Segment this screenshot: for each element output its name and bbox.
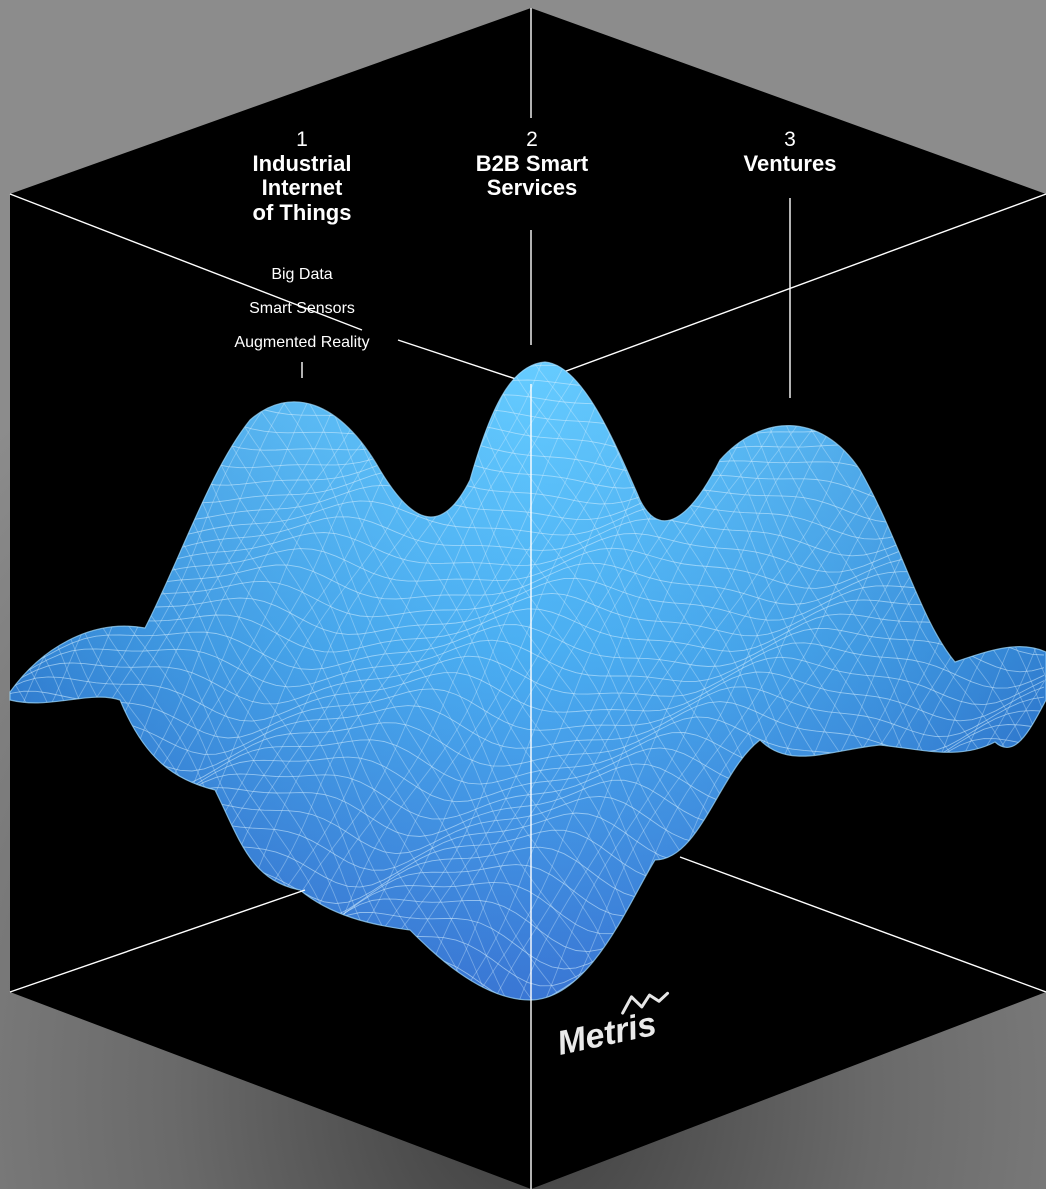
pillar-2-title-line-1: B2B Smart [475, 150, 589, 176]
pillar-2: 2 B2B Smart Services [432, 128, 632, 201]
pillar-1-number: 1 [296, 128, 308, 151]
pillar-1-title-line-1: Industrial [252, 150, 352, 176]
pillar-3-number: 3 [784, 128, 796, 151]
cube-front-edges [9, 384, 1046, 1189]
topic-smart-sensors: Smart Sensors [249, 300, 355, 317]
pillar-3: 3 Ventures [700, 128, 880, 176]
topic-augmented-reality: Augmented Reality [234, 334, 370, 351]
topic-big-data: Big Data [271, 266, 333, 283]
cube-back-edges [9, 8, 1046, 398]
pillar-1-title-line-3: of Things [252, 199, 352, 225]
pillar-1-title-line-2: Internet [261, 175, 343, 201]
pillar-2-number: 2 [526, 128, 538, 151]
pillar-3-title-line-1: Ventures [743, 150, 837, 176]
logo-wave-mark [621, 991, 670, 1015]
pillar-1: 1 Industrial Internet of Things [212, 128, 392, 225]
pillar-2-title-line-2: Services [486, 175, 578, 201]
